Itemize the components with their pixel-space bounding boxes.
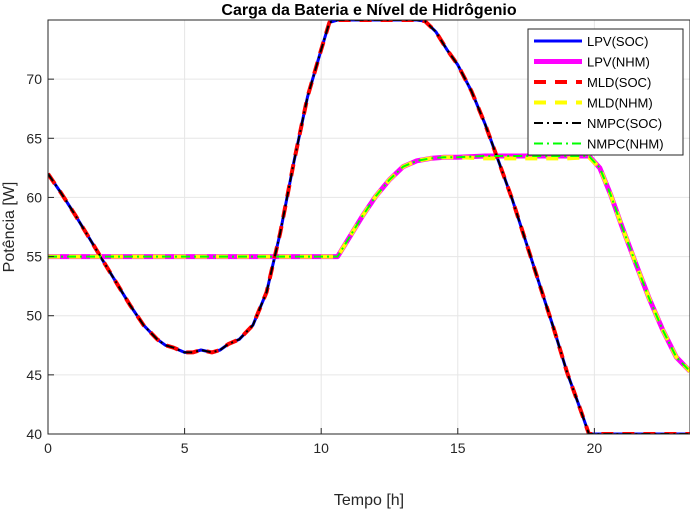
- legend: LPV(SOC) LPV(NHM) MLD(SOC) MLD(NHM) NMPC(SOC…: [527, 28, 684, 156]
- x-tick-label: 20: [587, 440, 603, 456]
- x-tick-label: 5: [181, 440, 189, 456]
- y-tick-label: 45: [26, 367, 42, 383]
- legend-label-5: NMPC(NHM): [587, 137, 664, 152]
- y-tick-label: 40: [26, 426, 42, 442]
- series-line-3: [48, 155, 690, 373]
- chart-title: Carga da Bateria e Nível de Hidrôgenio: [221, 2, 516, 19]
- x-tick-label: 15: [450, 440, 466, 456]
- y-tick-label: 50: [26, 308, 42, 324]
- legend-label-2: MLD(SOC): [587, 75, 651, 90]
- series-line-4: [48, 20, 690, 434]
- series-line-2: [48, 20, 690, 434]
- series-line-5: [48, 155, 690, 372]
- legend-label-4: NMPC(SOC): [587, 116, 662, 131]
- axis-ticks: 0 5 10 15 20 40 45 50 55 60 65 70: [26, 71, 602, 456]
- y-tick-label: 60: [26, 189, 42, 205]
- legend-label-1: LPV(NHM): [587, 55, 650, 70]
- x-axis-label: Tempo [h]: [334, 492, 404, 509]
- x-tick-label: 10: [313, 440, 329, 456]
- y-axis-label: Potência [W]: [1, 182, 18, 273]
- plot-frame: [47, 19, 690, 435]
- x-tick-label: 0: [44, 440, 52, 456]
- legend-label-0: LPV(SOC): [587, 34, 648, 49]
- y-tick-label: 65: [26, 130, 42, 146]
- y-tick-label: 55: [26, 249, 42, 265]
- series-group: [48, 20, 690, 434]
- y-tick-label: 70: [26, 71, 42, 87]
- legend-label-3: MLD(NHM): [587, 96, 653, 111]
- legend-box: [527, 28, 684, 156]
